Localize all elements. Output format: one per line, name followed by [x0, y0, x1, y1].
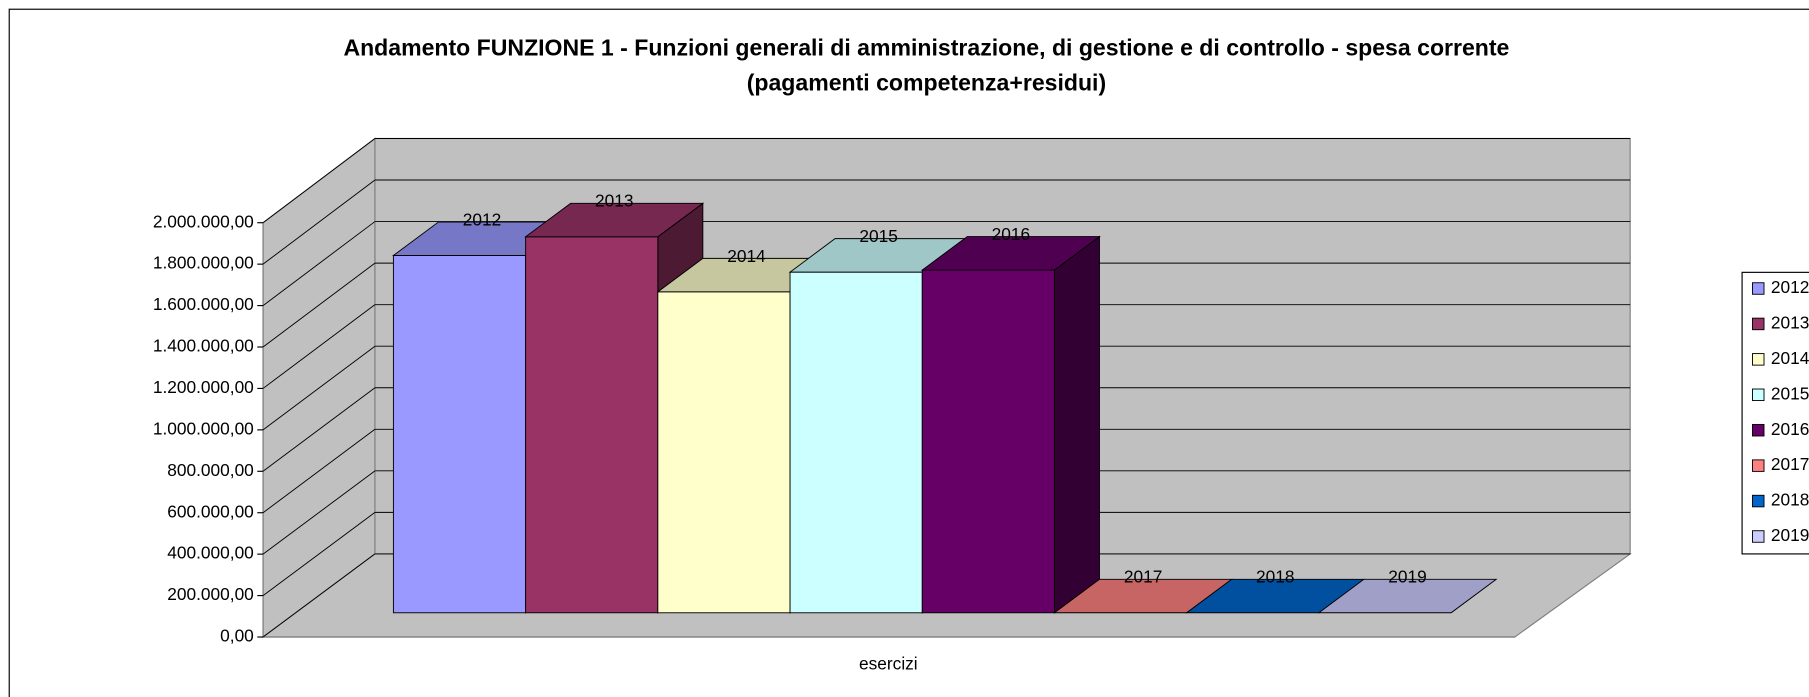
grid-line [262, 138, 376, 224]
legend-swatch [1752, 353, 1765, 366]
y-tick-label: 1.800.000,00 [153, 253, 254, 273]
data-label: 2014 [727, 246, 766, 266]
legend-swatch [1752, 530, 1765, 543]
grid-line [262, 387, 376, 472]
data-label: 2018 [1256, 567, 1294, 587]
legend-label: 2013 [1771, 312, 1809, 332]
grid-line [262, 428, 376, 514]
grid-line [262, 345, 376, 431]
bar-top [920, 236, 1101, 271]
legend-label: 2016 [1771, 419, 1809, 439]
legend-label: 2017 [1771, 454, 1809, 474]
chart-area: Andamento FUNZIONE 1 - Funzioni generali… [8, 8, 1809, 697]
legend-swatch [1752, 388, 1765, 402]
bar-top [524, 202, 705, 238]
bar [921, 269, 1055, 614]
y-tick-label: 1.000.000,00 [153, 418, 254, 438]
data-label: 2019 [1388, 567, 1426, 587]
grid-line [262, 262, 376, 348]
y-tick-label: 1.200.000,00 [153, 377, 254, 397]
bar-side [1054, 235, 1100, 614]
chart-title: Andamento FUNZIONE 1 - Funzioni generali… [343, 35, 1509, 61]
legend-label: 2018 [1771, 490, 1809, 510]
grid-line [262, 512, 376, 596]
legend-swatch [1752, 459, 1765, 472]
data-label: 2012 [463, 209, 501, 229]
legend-label: 2015 [1771, 383, 1809, 403]
grid-line [262, 304, 376, 389]
grid-line [262, 179, 376, 265]
y-tick-label: 400.000,00 [167, 543, 254, 563]
data-label: 2013 [595, 191, 633, 211]
grid-line [262, 221, 376, 306]
legend-label: 2014 [1771, 348, 1809, 368]
data-label: 2016 [992, 224, 1030, 244]
y-tick-label: 0,00 [220, 626, 254, 646]
y-tick-label: 2.000.000,00 [153, 211, 254, 231]
y-tick-label: 200.000,00 [167, 584, 254, 604]
y-tick-label: 1.600.000,00 [153, 294, 254, 314]
legend-swatch [1752, 317, 1765, 331]
chart-title: (pagamenti competenza+residui) [747, 69, 1106, 95]
legend-label: 2019 [1771, 525, 1809, 545]
data-label: 2015 [859, 226, 897, 246]
legend-label: 2012 [1771, 277, 1809, 297]
bar [525, 236, 659, 614]
legend-swatch [1752, 423, 1765, 437]
legend-swatch [1752, 282, 1765, 295]
bar [657, 291, 791, 614]
y-tick-label: 800.000,00 [167, 460, 254, 480]
grid-line [262, 553, 376, 638]
y-tick-label: 1.400.000,00 [153, 336, 254, 356]
bar-top [1317, 578, 1498, 614]
bar [789, 271, 923, 614]
x-category-label: esercizi [859, 653, 918, 673]
grid-line [262, 470, 376, 555]
bar [392, 255, 527, 614]
legend-swatch [1752, 494, 1765, 508]
data-label: 2017 [1124, 567, 1162, 587]
y-tick-label: 600.000,00 [167, 501, 254, 521]
